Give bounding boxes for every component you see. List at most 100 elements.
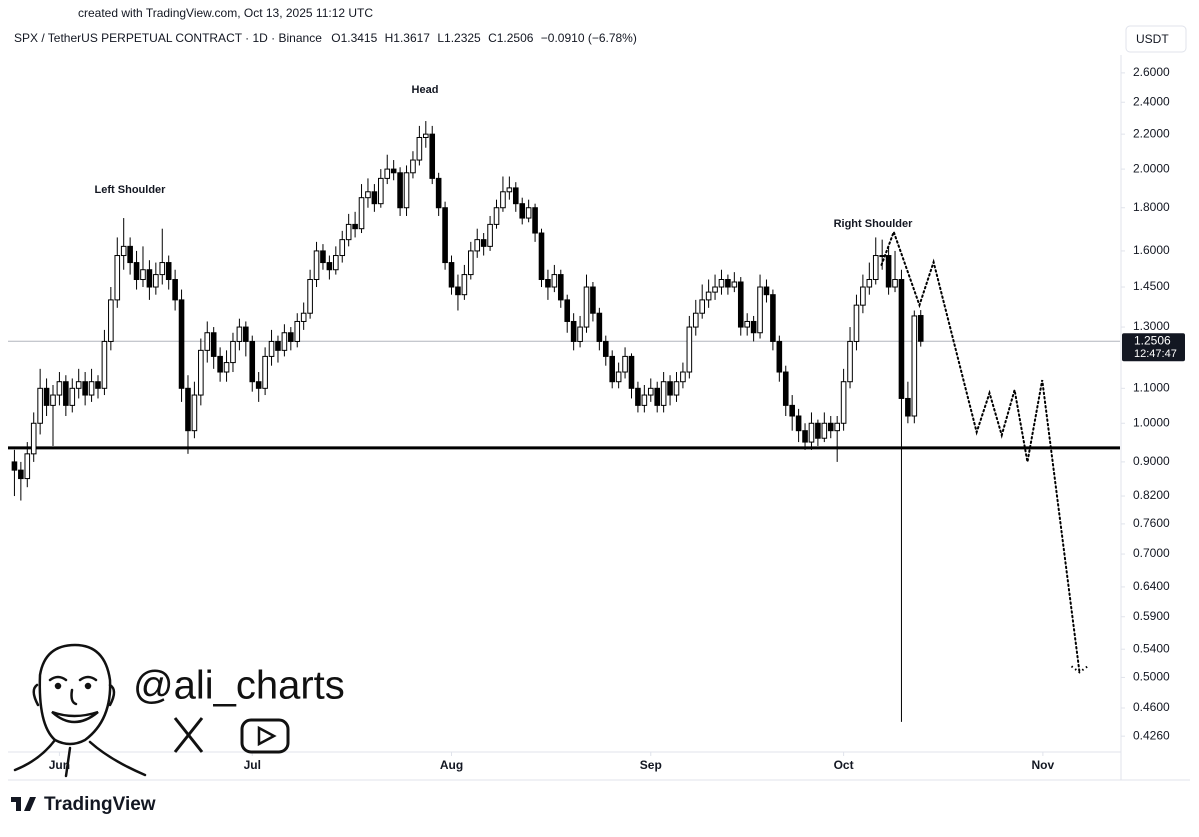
candle-body <box>615 371 622 383</box>
price-badge <box>1122 333 1185 362</box>
y-tick-label: 2.0000 <box>1133 161 1170 175</box>
candle-body <box>487 223 493 247</box>
candle-body <box>660 381 667 406</box>
candle-body <box>654 387 661 406</box>
ohlc-value: 1.3415 <box>341 31 378 45</box>
candle-body <box>397 172 403 209</box>
candle-body <box>731 281 738 288</box>
ohlc-label: C <box>488 31 497 45</box>
candle-body <box>101 340 108 389</box>
candle-body <box>680 371 686 383</box>
candle-body <box>236 326 243 342</box>
candle-body <box>647 387 654 396</box>
y-tick-label: 2.6000 <box>1133 65 1170 79</box>
candle-body <box>461 274 468 296</box>
y-tick-label: 0.8200 <box>1133 488 1170 502</box>
candle-body <box>480 239 487 247</box>
candle-body <box>288 332 294 342</box>
candle-body <box>281 332 288 351</box>
candle-body <box>725 279 731 288</box>
candle-body <box>223 362 230 373</box>
candle-body <box>243 326 249 342</box>
candle-body <box>358 197 365 230</box>
candle-body <box>88 381 95 396</box>
x-tick-label: Aug <box>440 758 463 772</box>
candle-body <box>834 422 840 432</box>
youtube-icon[interactable] <box>240 718 290 754</box>
price-badge-value: 1.2506 <box>1134 333 1171 347</box>
candle-body <box>622 355 628 373</box>
candle-body <box>776 340 783 373</box>
candle-body <box>390 168 397 174</box>
candle-body <box>699 299 705 314</box>
candle-body <box>43 387 50 406</box>
candle-body <box>763 286 770 296</box>
y-tick-label: 2.4000 <box>1133 94 1170 108</box>
candle-body <box>525 207 532 219</box>
ohlc-value: 1.3617 <box>393 31 430 45</box>
candle-body <box>455 286 461 296</box>
candle-body <box>268 340 275 357</box>
x-tick-label: Oct <box>834 758 854 772</box>
y-tick-label: 1.6000 <box>1133 243 1170 257</box>
candle-body <box>667 381 673 396</box>
candle-body <box>18 469 24 480</box>
x-tick-label: Nov <box>1032 758 1055 772</box>
pattern-label: Head <box>412 84 439 96</box>
y-tick-label: 0.4260 <box>1133 728 1170 742</box>
candle-body <box>37 387 43 424</box>
candle-body <box>294 320 301 342</box>
candle-body <box>911 315 918 417</box>
ohlc-value: 1.2325 <box>444 31 481 45</box>
pattern-label: Right Shoulder <box>834 218 914 230</box>
candle-body <box>159 262 166 276</box>
candle-body <box>628 355 635 389</box>
candle-body <box>204 332 211 351</box>
candle-body <box>750 320 757 334</box>
candle-body <box>712 286 718 293</box>
candle-body <box>635 387 641 406</box>
change: −0.0910 (−6.78%) <box>541 31 637 45</box>
candle-body <box>63 381 69 406</box>
watermark: @ali_charts <box>133 664 345 708</box>
y-tick-label: 0.7000 <box>1133 546 1170 560</box>
candle-body <box>596 312 603 342</box>
ohlc-label: O <box>331 31 340 45</box>
x-icon[interactable] <box>173 717 204 753</box>
currency-box[interactable] <box>1125 25 1187 53</box>
candle-body <box>178 299 185 389</box>
candle-body <box>249 340 256 383</box>
candle-body <box>757 286 763 334</box>
candle-body <box>320 250 326 264</box>
candle-body <box>56 381 63 396</box>
candle-body <box>191 394 198 432</box>
candle-body <box>120 245 127 257</box>
candle-body <box>133 262 140 281</box>
candle-body <box>300 312 307 322</box>
footer-logo: TradingView <box>11 794 156 815</box>
y-tick-label: 0.5000 <box>1133 670 1170 684</box>
candle-body <box>467 250 474 276</box>
candle-body <box>577 326 583 342</box>
candle-body <box>435 177 442 209</box>
candle-body <box>557 274 564 301</box>
candle-body <box>821 422 828 439</box>
candle-body <box>827 422 834 432</box>
candle-body <box>403 172 410 209</box>
candle-body <box>50 394 56 406</box>
currency[interactable]: USDT <box>1136 32 1169 46</box>
candle-body <box>198 349 204 396</box>
candle-body <box>326 262 333 271</box>
y-tick-label: 1.1000 <box>1133 380 1170 394</box>
candle-body <box>95 381 101 389</box>
candle-body <box>802 430 808 443</box>
candle-body <box>217 355 223 373</box>
candle-body <box>512 187 519 205</box>
candle-body <box>275 340 281 351</box>
candle-body <box>30 422 37 455</box>
y-tick-label: 1.8000 <box>1133 200 1170 214</box>
candle-body <box>262 355 268 389</box>
candle-body <box>847 340 853 383</box>
